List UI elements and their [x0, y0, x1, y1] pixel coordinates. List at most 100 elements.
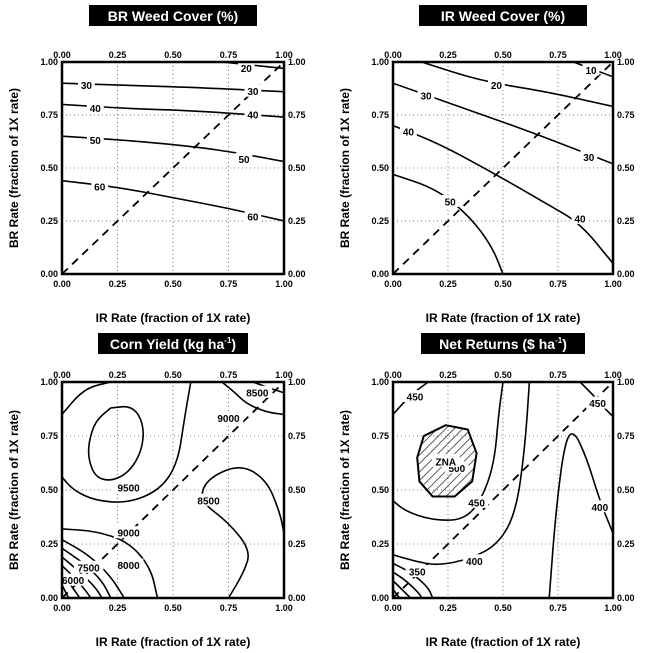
contour-label-bg: [586, 396, 610, 409]
y-tick-label-right: 1.00: [288, 57, 306, 67]
x-tick-label-bottom: 0.50: [164, 279, 182, 289]
contour-label: 400: [591, 503, 608, 514]
contour-line-400: [548, 433, 613, 598]
x-axis-label: IR Rate (fraction of 1X rate): [96, 635, 251, 649]
x-tick-label-bottom: 0.00: [384, 279, 402, 289]
y-tick-label-left: 0.50: [371, 485, 389, 495]
contour-line-9000: [221, 382, 284, 416]
x-tick-label-top: 0.75: [220, 50, 238, 60]
y-axis-label: BR Rate (fraction of 1X rate): [338, 88, 352, 248]
contour-line-9000: [62, 382, 111, 415]
contour-label: 350: [409, 568, 426, 579]
y-tick-label-right: 0.00: [288, 269, 306, 279]
contour-label-bg: [235, 152, 253, 165]
y-tick-label-left: 0.00: [40, 269, 58, 279]
x-tick-label-bottom: 1.00: [275, 279, 293, 289]
contour-label-bg: [62, 573, 88, 586]
contour-label-bg: [582, 63, 600, 76]
contour-label: 40: [247, 111, 259, 122]
y-tick-label-left: 0.50: [40, 485, 58, 495]
contour-label: 450: [468, 498, 485, 509]
chart-title: Corn Yield (kg ha-1): [110, 336, 236, 352]
contour-label: 20: [241, 64, 253, 75]
region-label: ZNA: [436, 457, 457, 468]
x-tick-label-bottom: 1.00: [604, 279, 622, 289]
x-tick-label-bottom: 0.75: [220, 279, 238, 289]
y-tick-label-right: 1.00: [288, 377, 306, 387]
contour-label-bg: [417, 88, 435, 101]
contour-line-50: [393, 173, 504, 274]
y-tick-label-left: 0.00: [371, 269, 389, 279]
contour-label-bg: [113, 526, 144, 539]
contour-line-6500: [62, 556, 103, 598]
x-tick-label-bottom: 1.00: [604, 603, 622, 613]
y-axis-label: BR Rate (fraction of 1X rate): [7, 410, 21, 570]
contour-label-bg: [588, 500, 612, 513]
chart-title-box: [98, 333, 248, 354]
y-tick-label-left: 0.75: [40, 431, 58, 441]
y-tick-label-right: 0.50: [617, 163, 635, 173]
contour-panel-2: IR Weed Cover (%)102030304040500.000.000…: [338, 5, 635, 325]
plot-frame: [60, 380, 286, 600]
contour-label-bg: [244, 84, 262, 97]
x-tick-label-bottom: 0.25: [109, 603, 127, 613]
chart-title: Net Returns ($ ha-1): [439, 336, 567, 352]
contour-label-bg: [78, 78, 95, 91]
x-tick-label-top: 0.75: [549, 370, 567, 380]
chart-title: IR Weed Cover (%): [441, 8, 565, 24]
contour-label: 8500: [197, 496, 220, 507]
x-tick-label-bottom: 0.00: [384, 603, 402, 613]
x-tick-label-bottom: 0.25: [109, 279, 127, 289]
contour-label-bg: [465, 495, 489, 508]
y-tick-label-right: 0.25: [617, 216, 635, 226]
x-tick-label-top: 0.75: [220, 370, 238, 380]
contour-label: 40: [574, 214, 586, 225]
x-tick-label-bottom: 1.00: [275, 603, 293, 613]
contour-label-bg: [405, 565, 429, 578]
contour-label: 9000: [217, 414, 240, 425]
x-tick-label-bottom: 0.25: [439, 603, 457, 613]
x-tick-label-top: 1.00: [604, 50, 622, 60]
y-axis-label: BR Rate (fraction of 1X rate): [338, 410, 352, 570]
diagonal-reference-line: [393, 382, 613, 598]
plot-frame: [391, 60, 615, 276]
y-tick-label-left: 0.25: [40, 216, 58, 226]
contour-label-bg: [213, 411, 244, 424]
contour-line-400: [393, 382, 531, 566]
contour-line-40: [62, 103, 284, 118]
y-tick-label-left: 1.00: [40, 377, 58, 387]
contour-label-bg: [242, 385, 273, 398]
contour-label-bg: [113, 480, 144, 493]
chart-title-box: [89, 5, 257, 26]
contour-line-60: [62, 179, 284, 222]
x-tick-label-top: 1.00: [604, 370, 622, 380]
contour-label-bg: [86, 101, 104, 114]
x-tick-label-bottom: 0.00: [53, 603, 71, 613]
x-tick-label-top: 1.00: [275, 370, 293, 380]
y-tick-label-right: 0.25: [617, 539, 635, 549]
contour-line-7500: [62, 539, 125, 598]
x-tick-label-top: 0.50: [164, 370, 182, 380]
contour-panel-3: Corn Yield (kg ha-1) 9500 9000 9000 8500 8500…: [7, 333, 306, 649]
contour-label-bg: [400, 124, 417, 137]
y-tick-label-right: 1.00: [617, 377, 635, 387]
y-tick-label-right: 0.75: [288, 431, 306, 441]
x-tick-label-top: 0.00: [53, 370, 71, 380]
y-tick-label-right: 0.75: [617, 110, 635, 120]
chart-title: BR Weed Cover (%): [108, 8, 238, 24]
contour-panel-4: Net Returns ($ ha-1) 450 450 450 500 400 400 35…: [338, 333, 635, 649]
y-tick-label-left: 0.75: [371, 431, 389, 441]
chart-title-box: [419, 5, 587, 26]
y-tick-label-left: 0.75: [371, 110, 389, 120]
y-tick-label-left: 0.75: [40, 110, 58, 120]
y-tick-label-right: 0.00: [617, 269, 635, 279]
x-tick-label-bottom: 0.50: [164, 603, 182, 613]
contour-label-bg: [244, 209, 262, 222]
contour-label: 8000: [117, 561, 140, 572]
x-tick-label-bottom: 0.50: [494, 603, 512, 613]
plot-frame: [60, 60, 286, 276]
contour-label-bg: [244, 108, 262, 120]
contour-label: 400: [466, 557, 483, 568]
contour-line-50: [62, 135, 284, 163]
x-tick-label-top: 0.75: [549, 50, 567, 60]
